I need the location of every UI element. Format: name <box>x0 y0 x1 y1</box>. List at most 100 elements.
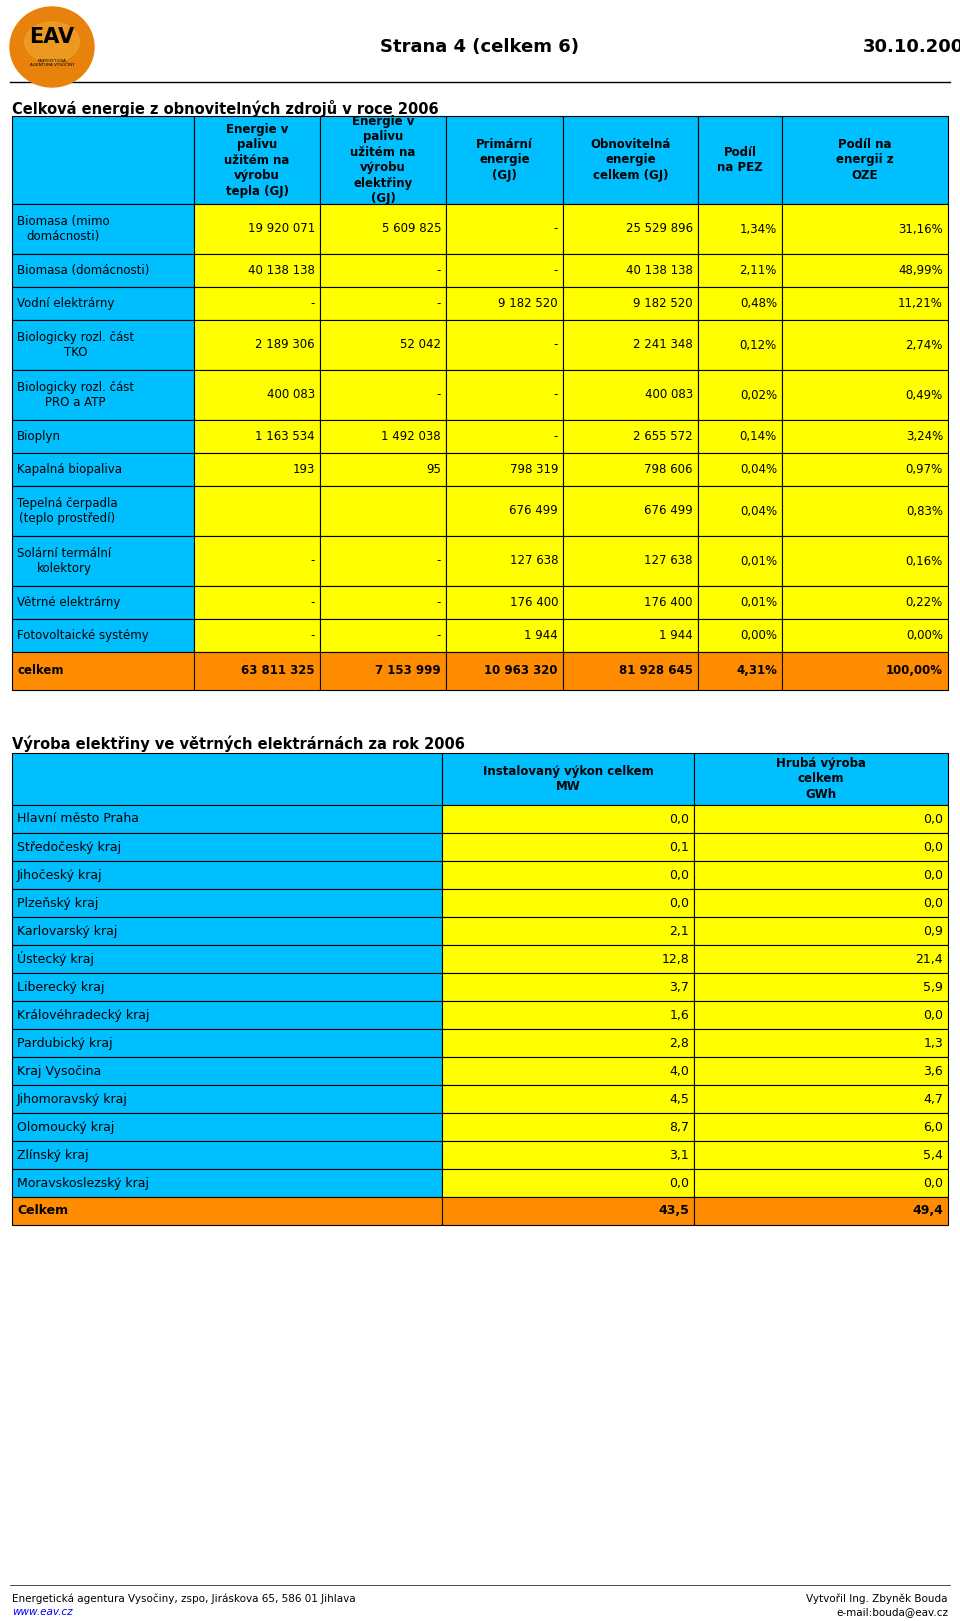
Bar <box>446 619 563 652</box>
Text: Primární
energie
(GJ): Primární energie (GJ) <box>476 138 533 182</box>
Text: 0,04%: 0,04% <box>740 464 777 477</box>
Bar <box>563 204 698 254</box>
Text: 3,24%: 3,24% <box>905 430 943 443</box>
Text: 0,0: 0,0 <box>669 812 689 825</box>
Text: Tepelná čerpadla
(teplo prostředí): Tepelná čerpadla (teplo prostředí) <box>17 496 118 525</box>
Text: 676 499: 676 499 <box>509 504 558 517</box>
Bar <box>442 1169 694 1196</box>
Text: Středočeský kraj: Středočeský kraj <box>17 841 121 854</box>
Text: -: - <box>437 597 441 609</box>
Bar <box>694 888 948 917</box>
Text: Kapalná biopaliva: Kapalná biopaliva <box>17 464 122 477</box>
Bar <box>694 806 948 833</box>
Bar <box>12 1141 442 1169</box>
Text: 176 400: 176 400 <box>644 597 693 609</box>
Text: Karlovarský kraj: Karlovarský kraj <box>17 924 117 937</box>
Bar <box>12 833 442 861</box>
Bar <box>12 319 194 370</box>
Bar <box>446 452 563 486</box>
Text: Vodní elektrárny: Vodní elektrárny <box>17 297 114 310</box>
Bar <box>194 204 320 254</box>
Bar <box>320 420 446 452</box>
Text: -: - <box>437 389 441 402</box>
Text: 0,49%: 0,49% <box>905 389 943 402</box>
Bar <box>320 486 446 537</box>
Text: 0,9: 0,9 <box>924 924 943 937</box>
Bar <box>442 1114 694 1141</box>
Bar <box>563 420 698 452</box>
Text: celkem: celkem <box>17 665 63 678</box>
Text: Moravskoslezský kraj: Moravskoslezský kraj <box>17 1177 149 1190</box>
Text: 676 499: 676 499 <box>644 504 693 517</box>
Text: -: - <box>311 629 315 642</box>
Bar <box>320 204 446 254</box>
Text: 4,7: 4,7 <box>924 1093 943 1106</box>
Bar <box>320 619 446 652</box>
Text: 0,48%: 0,48% <box>740 297 777 310</box>
Text: 3,1: 3,1 <box>669 1149 689 1162</box>
Text: 12,8: 12,8 <box>661 953 689 966</box>
Bar <box>694 1196 948 1225</box>
Text: Energie v
palivu
užitém na
výrobu
elektřiny
(GJ): Energie v palivu užitém na výrobu elektř… <box>350 115 416 206</box>
Bar <box>563 587 698 619</box>
Bar <box>442 888 694 917</box>
Text: e-mail:bouda@eav.cz: e-mail:bouda@eav.cz <box>836 1606 948 1618</box>
Text: -: - <box>554 430 558 443</box>
Text: Obnovitelná
energie
celkem (GJ): Obnovitelná energie celkem (GJ) <box>590 138 671 182</box>
Text: 9 182 520: 9 182 520 <box>634 297 693 310</box>
Bar <box>782 587 948 619</box>
Bar <box>698 254 782 287</box>
Bar <box>694 1084 948 1114</box>
Bar <box>194 587 320 619</box>
Text: Hlavní město Praha: Hlavní město Praha <box>17 812 139 825</box>
Bar <box>442 861 694 888</box>
Bar <box>12 1057 442 1084</box>
Text: Fotovoltaické systémy: Fotovoltaické systémy <box>17 629 149 642</box>
Bar <box>563 287 698 319</box>
Text: 0,0: 0,0 <box>923 812 943 825</box>
Bar <box>698 652 782 691</box>
Bar <box>442 1141 694 1169</box>
Bar <box>694 1057 948 1084</box>
Bar <box>563 452 698 486</box>
Bar <box>782 619 948 652</box>
Bar <box>194 452 320 486</box>
Bar <box>563 486 698 537</box>
Text: 0,14%: 0,14% <box>740 430 777 443</box>
Text: Biomasa (domácnosti): Biomasa (domácnosti) <box>17 264 150 277</box>
Text: 1 944: 1 944 <box>660 629 693 642</box>
Text: 0,0: 0,0 <box>923 841 943 854</box>
Bar <box>12 420 194 452</box>
Text: Biomasa (mimo
domácnosti): Biomasa (mimo domácnosti) <box>17 214 109 243</box>
Text: 1 163 534: 1 163 534 <box>255 430 315 443</box>
Bar <box>782 452 948 486</box>
Bar <box>442 973 694 1002</box>
Text: 0,04%: 0,04% <box>740 504 777 517</box>
Bar <box>442 833 694 861</box>
Text: -: - <box>554 339 558 352</box>
Ellipse shape <box>25 23 80 62</box>
Bar <box>194 652 320 691</box>
Text: 6,0: 6,0 <box>924 1120 943 1133</box>
Bar <box>12 117 194 204</box>
Text: 95: 95 <box>426 464 441 477</box>
Ellipse shape <box>10 6 94 88</box>
Text: Liberecký kraj: Liberecký kraj <box>17 981 105 994</box>
Text: 43,5: 43,5 <box>659 1204 689 1217</box>
Bar <box>698 204 782 254</box>
Bar <box>782 420 948 452</box>
Text: Strana 4 (celkem 6): Strana 4 (celkem 6) <box>380 37 580 57</box>
Bar <box>694 1141 948 1169</box>
Text: Pardubický kraj: Pardubický kraj <box>17 1036 112 1049</box>
Bar <box>320 537 446 587</box>
Text: Jihomoravský kraj: Jihomoravský kraj <box>17 1093 128 1106</box>
Bar <box>320 254 446 287</box>
Bar <box>442 1196 694 1225</box>
Bar <box>446 537 563 587</box>
Text: 798 319: 798 319 <box>510 464 558 477</box>
Text: 3,7: 3,7 <box>669 981 689 994</box>
Text: 2,8: 2,8 <box>669 1036 689 1049</box>
Text: Hrubá výroba
celkem
GWh: Hrubá výroba celkem GWh <box>776 757 866 801</box>
Text: 1,34%: 1,34% <box>740 222 777 235</box>
Bar <box>782 254 948 287</box>
